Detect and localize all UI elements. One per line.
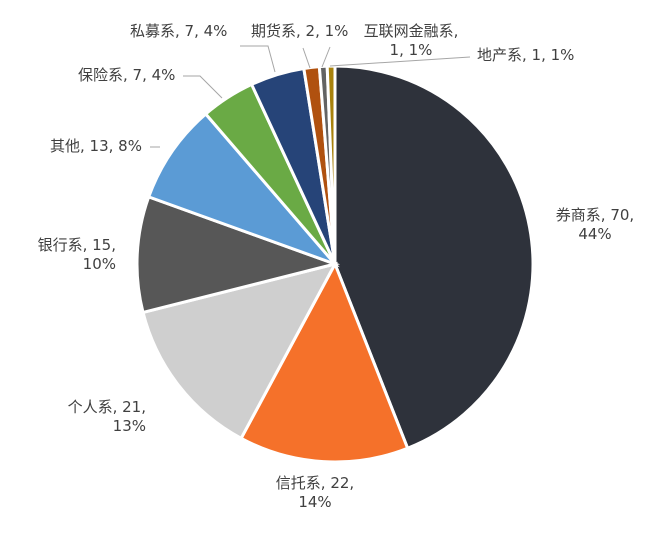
- label-quanshang-line2: 44%: [578, 225, 612, 243]
- label-xintuo: 信托系, 22, 14%: [260, 474, 370, 512]
- label-yinhang-line1: 银行系, 15,: [37, 236, 116, 254]
- label-yinhang: 银行系, 15, 10%: [30, 236, 116, 274]
- label-hulianwang-line1: 互联网金融系,: [363, 22, 459, 40]
- label-geren-line1: 个人系, 21,: [67, 398, 146, 416]
- label-geren-line2: 13%: [112, 417, 146, 435]
- label-hulianwang: 互联网金融系, 1, 1%: [352, 22, 470, 60]
- pie-slice-2: [141, 261, 338, 441]
- leader-line-dichan: [329, 56, 471, 67]
- leader-line-baoxian: [183, 75, 223, 99]
- label-geren: 个人系, 21, 13%: [60, 398, 146, 436]
- label-hulianwang-line2: 1, 1%: [389, 41, 433, 59]
- label-dichan: 地产系, 1, 1%: [477, 46, 575, 64]
- label-yinhang-line2: 10%: [82, 255, 116, 273]
- label-simu: 私募系, 7, 4%: [130, 22, 228, 40]
- pie-slice-4: [146, 111, 340, 268]
- leader-line-hulianwang: [321, 46, 331, 68]
- label-quanshang: 券商系, 70, 44%: [545, 206, 645, 244]
- label-qihuo: 期货系, 2, 1%: [251, 22, 349, 40]
- pie-slice-1: [239, 260, 410, 464]
- label-baoxian: 保险系, 7, 4%: [78, 66, 176, 84]
- label-xintuo-line1: 信托系, 22,: [275, 474, 355, 492]
- label-qita: 其他, 13, 8%: [50, 137, 142, 155]
- leader-line-simu: [240, 45, 276, 73]
- leader-line-qihuo: [302, 47, 311, 69]
- label-xintuo-line2: 14%: [298, 493, 332, 511]
- pie-slice-0: [333, 64, 535, 451]
- label-quanshang-line1: 券商系, 70,: [555, 206, 635, 224]
- pie-slice-3: [135, 194, 341, 315]
